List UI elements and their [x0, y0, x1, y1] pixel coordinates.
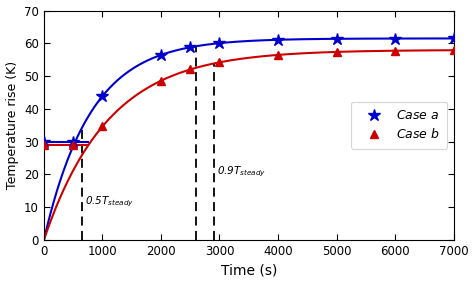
X-axis label: Time (s): Time (s) — [220, 263, 277, 277]
Text: 0.5$T_{steady}$: 0.5$T_{steady}$ — [85, 194, 135, 209]
Y-axis label: Temperature rise (K): Temperature rise (K) — [6, 61, 18, 189]
Line: Case $b$: Case $b$ — [40, 46, 458, 149]
Case $a$ — [158, 53, 164, 57]
Case $b$ — [187, 68, 193, 71]
Case $a$ — [217, 42, 222, 45]
Case $b$ — [70, 143, 76, 147]
Case $b$ — [217, 61, 222, 64]
Case $a$ — [100, 95, 105, 98]
Text: 0.9$T_{steady}$: 0.9$T_{steady}$ — [217, 165, 266, 179]
Case $a$ — [41, 140, 47, 143]
Case $b$ — [451, 48, 456, 52]
Case $a$ — [392, 37, 398, 40]
Case $a$ — [70, 140, 76, 143]
Case $a$ — [451, 37, 456, 40]
Case $b$ — [158, 79, 164, 82]
Case $a$ — [187, 46, 193, 49]
Case $b$ — [275, 53, 281, 57]
Case $a$ — [275, 38, 281, 42]
Case $b$ — [41, 143, 47, 147]
Line: Case $a$: Case $a$ — [37, 32, 460, 148]
Legend: Case $a$, Case $b$: Case $a$, Case $b$ — [351, 102, 447, 149]
Case $a$ — [334, 37, 339, 40]
Case $b$ — [334, 50, 339, 53]
Case $b$ — [392, 49, 398, 52]
Case $b$ — [100, 125, 105, 128]
